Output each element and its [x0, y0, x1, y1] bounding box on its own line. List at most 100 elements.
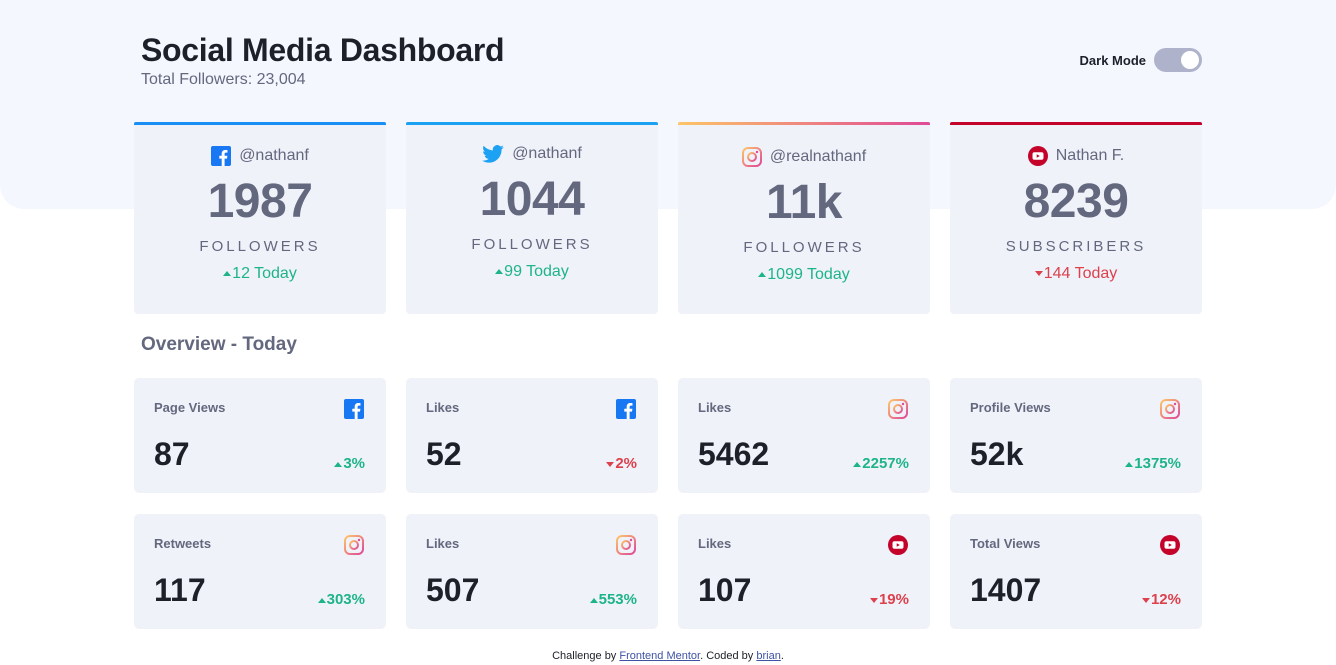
arrow-up-icon [317, 597, 326, 603]
arrow-up-icon [1125, 461, 1134, 467]
overview-metric: Page Views [154, 400, 226, 415]
dark-mode-control: Dark Mode [1080, 48, 1202, 72]
overview-change: 2257% [853, 455, 909, 472]
follower-cards: @nathanf 1987 FOLLOWERS 12 Today @nathan… [134, 122, 1202, 314]
total-followers: Total Followers: 23,004 [141, 71, 306, 88]
arrow-up-icon [334, 461, 343, 467]
facebook-icon [211, 146, 232, 166]
footer-text: . [780, 650, 784, 662]
frontend-mentor-link[interactable]: Frontend Mentor [619, 650, 701, 662]
arrow-down-icon [1141, 597, 1150, 603]
overview-value: 87 [154, 436, 190, 472]
youtube-icon [1027, 146, 1048, 166]
follower-today: 144 Today [950, 265, 1202, 283]
overview-value: 52 [426, 436, 462, 472]
follower-count: 8239 [1023, 175, 1129, 228]
overview-card[interactable]: Likes 5462 2257% [678, 378, 930, 493]
overview-change: 3% [334, 455, 365, 472]
follower-label: FOLLOWERS [743, 239, 865, 256]
overview-metric: Likes [698, 536, 732, 551]
arrow-up-icon [758, 272, 767, 278]
arrow-down-icon [869, 597, 878, 603]
overview-change: 303% [317, 591, 365, 608]
overview-value: 52k [970, 436, 1024, 472]
dark-mode-toggle[interactable] [1154, 48, 1202, 72]
overview-change: 553% [589, 591, 637, 608]
youtube-icon [1160, 535, 1180, 555]
overview-card[interactable]: Retweets 117 303% [134, 514, 386, 629]
overview-grid: Page Views 87 3% Likes 52 2% Likes 5462 … [134, 378, 1202, 629]
arrow-down-icon [1034, 271, 1043, 277]
instagram-icon [344, 535, 364, 555]
instagram-icon [1160, 399, 1180, 419]
arrow-down-icon [606, 461, 615, 467]
follower-card-youtube[interactable]: Nathan F. 8239 SUBSCRIBERS 144 Today [950, 122, 1202, 314]
page-title: Social Media Dashboard [141, 32, 505, 68]
overview-metric: Retweets [154, 536, 212, 551]
follower-handle: @realnathanf [769, 148, 867, 165]
overview-value: 1407 [970, 572, 1042, 608]
follower-card-instagram[interactable]: @realnathanf 11k FOLLOWERS 1099 Today [678, 122, 930, 314]
dark-mode-label: Dark Mode [1079, 52, 1146, 68]
follower-today: 99 Today [406, 263, 658, 281]
attribution-footer: Challenge by Frontend Mentor. Coded by b… [0, 650, 1336, 662]
arrow-up-icon [853, 461, 862, 467]
card-accent-bar [678, 122, 930, 125]
overview-metric: Likes [426, 400, 460, 415]
overview-change: 12% [1141, 591, 1181, 608]
facebook-icon [616, 399, 636, 419]
overview-card[interactable]: Likes 52 2% [406, 378, 658, 493]
card-header: Nathan F. [950, 144, 1202, 168]
toggle-knob [1181, 51, 1199, 69]
follower-count: 1044 [479, 173, 585, 226]
overview-metric: Profile Views [970, 400, 1051, 415]
instagram-icon [616, 535, 636, 555]
overview-card[interactable]: Likes 107 19% [678, 514, 930, 629]
author-link[interactable]: brian [756, 650, 781, 662]
overview-change: 2% [606, 455, 637, 472]
follower-count: 1987 [207, 175, 313, 228]
follower-label: FOLLOWERS [471, 236, 593, 253]
overview-metric: Likes [426, 536, 460, 551]
follower-handle: Nathan F. [1055, 147, 1125, 164]
overview-change: 1375% [1125, 455, 1181, 472]
card-accent-bar [950, 122, 1202, 125]
card-header: @realnathanf [678, 145, 930, 169]
arrow-up-icon [495, 269, 504, 275]
overview-card[interactable]: Profile Views 52k 1375% [950, 378, 1202, 493]
overview-value: 5462 [698, 436, 770, 472]
overview-card[interactable]: Total Views 1407 12% [950, 514, 1202, 629]
follower-handle: @nathanf [512, 145, 582, 162]
overview-title: Overview - Today [141, 334, 297, 355]
page-header: Social Media Dashboard Total Followers: … [141, 30, 505, 90]
facebook-icon [344, 399, 364, 419]
footer-text: Challenge by [552, 650, 620, 662]
overview-change: 19% [869, 591, 909, 608]
overview-card[interactable]: Likes 507 553% [406, 514, 658, 629]
follower-handle: @nathanf [239, 147, 309, 164]
follower-card-twitter[interactable]: @nathanf 1044 FOLLOWERS 99 Today [406, 122, 658, 314]
follower-count: 11k [766, 176, 842, 229]
overview-metric: Likes [698, 400, 732, 415]
overview-value: 507 [426, 572, 480, 608]
youtube-icon [888, 535, 908, 555]
follower-today: 12 Today [134, 265, 386, 283]
card-header: @nathanf [134, 144, 386, 168]
follower-label: SUBSCRIBERS [1005, 238, 1147, 255]
card-accent-bar [134, 122, 386, 125]
footer-text: . Coded by [700, 650, 757, 662]
follower-today: 1099 Today [678, 266, 930, 284]
follower-label: FOLLOWERS [199, 238, 321, 255]
follower-card-facebook[interactable]: @nathanf 1987 FOLLOWERS 12 Today [134, 122, 386, 314]
overview-value: 117 [154, 572, 206, 608]
twitter-icon [482, 145, 504, 163]
instagram-icon [888, 399, 908, 419]
overview-card[interactable]: Page Views 87 3% [134, 378, 386, 493]
overview-value: 107 [698, 572, 752, 608]
card-accent-bar [406, 122, 658, 125]
arrow-up-icon [223, 271, 232, 277]
card-header: @nathanf [406, 142, 658, 166]
overview-metric: Total Views [970, 536, 1041, 551]
instagram-icon [741, 147, 762, 167]
arrow-up-icon [589, 597, 598, 603]
